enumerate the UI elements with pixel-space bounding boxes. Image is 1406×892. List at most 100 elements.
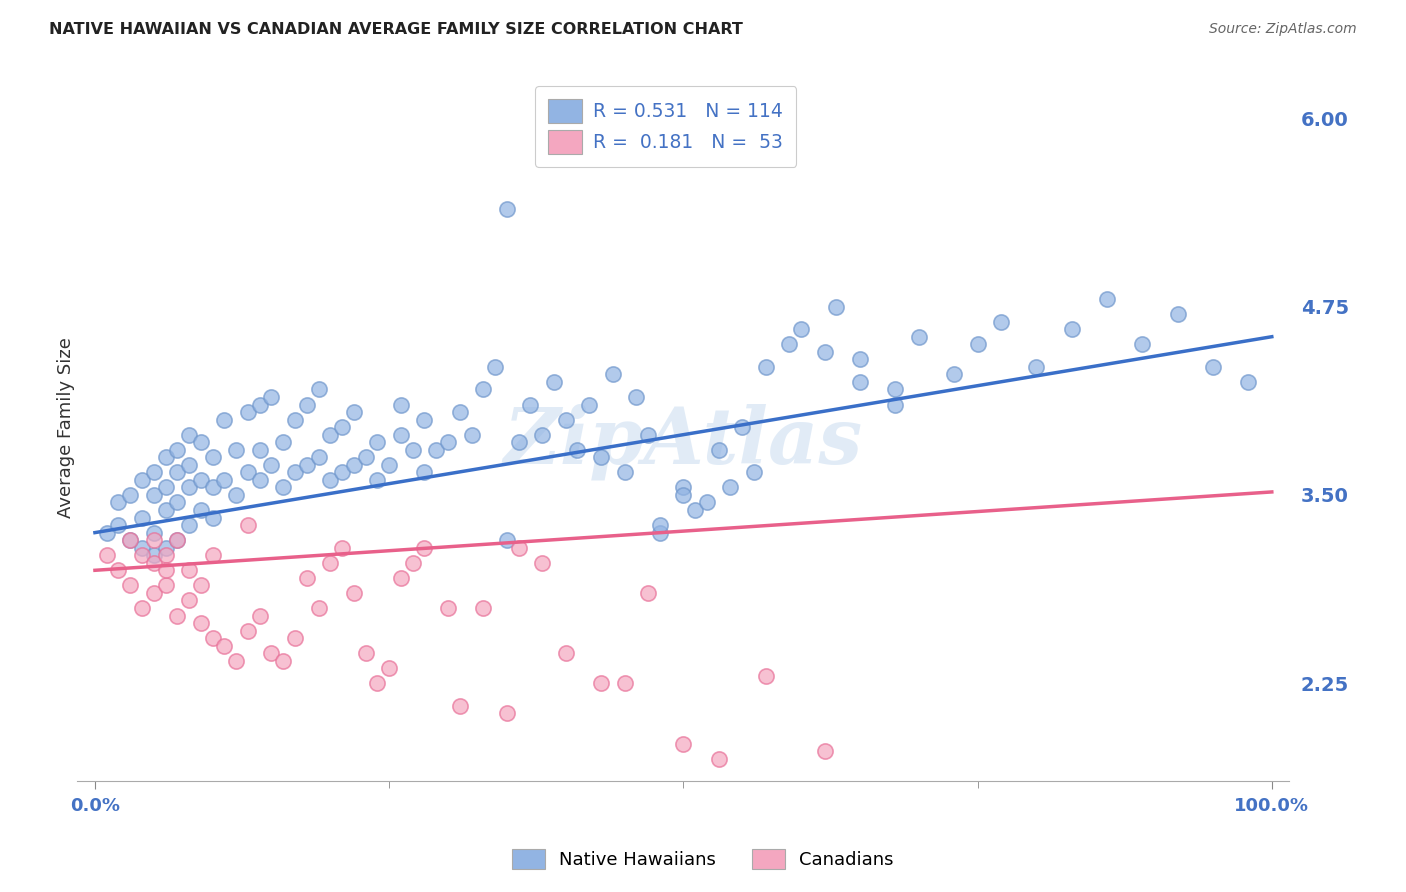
Point <box>236 405 259 419</box>
Point <box>378 661 401 675</box>
Point <box>96 548 118 562</box>
Point <box>330 420 353 434</box>
Point <box>508 541 530 555</box>
Point <box>495 706 517 721</box>
Point <box>637 427 659 442</box>
Point <box>683 503 706 517</box>
Point <box>249 473 271 487</box>
Point <box>707 442 730 457</box>
Point <box>637 586 659 600</box>
Point <box>201 510 224 524</box>
Point <box>308 450 330 465</box>
Point <box>354 646 377 660</box>
Point <box>554 646 576 660</box>
Text: Source: ZipAtlas.com: Source: ZipAtlas.com <box>1209 22 1357 37</box>
Point <box>177 563 200 577</box>
Point <box>389 571 412 585</box>
Point <box>484 359 506 374</box>
Point <box>107 495 129 509</box>
Point <box>177 593 200 607</box>
Point <box>672 480 695 494</box>
Point <box>731 420 754 434</box>
Point <box>755 669 778 683</box>
Point <box>142 466 165 480</box>
Point <box>990 315 1012 329</box>
Point <box>131 510 153 524</box>
Point <box>142 533 165 548</box>
Point <box>1060 322 1083 336</box>
Point <box>849 352 872 367</box>
Point <box>155 480 177 494</box>
Point <box>495 202 517 216</box>
Legend: Native Hawaiians, Canadians: Native Hawaiians, Canadians <box>503 839 903 879</box>
Point <box>613 466 636 480</box>
Point <box>437 601 460 615</box>
Text: NATIVE HAWAIIAN VS CANADIAN AVERAGE FAMILY SIZE CORRELATION CHART: NATIVE HAWAIIAN VS CANADIAN AVERAGE FAMI… <box>49 22 744 37</box>
Point <box>319 556 342 570</box>
Point <box>120 533 142 548</box>
Point <box>602 368 624 382</box>
Point <box>531 427 554 442</box>
Point <box>166 495 188 509</box>
Point <box>813 344 835 359</box>
Point <box>120 578 142 592</box>
Point <box>589 676 612 690</box>
Point <box>308 601 330 615</box>
Point <box>308 383 330 397</box>
Point <box>249 398 271 412</box>
Point <box>295 571 318 585</box>
Point <box>519 398 541 412</box>
Point <box>236 624 259 638</box>
Point <box>413 541 436 555</box>
Point <box>155 450 177 465</box>
Point <box>96 525 118 540</box>
Point <box>330 541 353 555</box>
Point <box>460 427 482 442</box>
Point <box>813 744 835 758</box>
Point <box>449 405 471 419</box>
Point <box>166 608 188 623</box>
Point <box>613 676 636 690</box>
Point <box>201 548 224 562</box>
Point <box>508 435 530 450</box>
Point <box>284 412 307 426</box>
Point <box>155 563 177 577</box>
Point <box>778 337 800 351</box>
Point <box>825 300 848 314</box>
Point <box>190 615 212 630</box>
Point <box>155 503 177 517</box>
Point <box>437 435 460 450</box>
Point <box>696 495 718 509</box>
Point <box>190 578 212 592</box>
Point <box>389 398 412 412</box>
Point <box>284 466 307 480</box>
Point <box>1130 337 1153 351</box>
Point <box>413 466 436 480</box>
Point <box>790 322 813 336</box>
Point <box>531 556 554 570</box>
Point <box>966 337 988 351</box>
Point <box>190 503 212 517</box>
Point <box>672 737 695 751</box>
Point <box>271 480 294 494</box>
Legend: R = 0.531   N = 114, R =  0.181   N =  53: R = 0.531 N = 114, R = 0.181 N = 53 <box>536 86 796 167</box>
Point <box>343 405 366 419</box>
Point <box>190 435 212 450</box>
Point <box>849 375 872 389</box>
Point <box>343 458 366 472</box>
Point <box>720 480 742 494</box>
Point <box>366 435 388 450</box>
Text: ZipAtlas: ZipAtlas <box>503 403 863 480</box>
Point <box>626 390 648 404</box>
Point <box>1167 307 1189 321</box>
Point <box>166 533 188 548</box>
Point <box>648 518 671 533</box>
Point <box>155 541 177 555</box>
Point <box>142 488 165 502</box>
Point <box>319 473 342 487</box>
Point <box>260 390 283 404</box>
Point <box>366 676 388 690</box>
Point <box>120 488 142 502</box>
Point <box>319 427 342 442</box>
Point <box>260 458 283 472</box>
